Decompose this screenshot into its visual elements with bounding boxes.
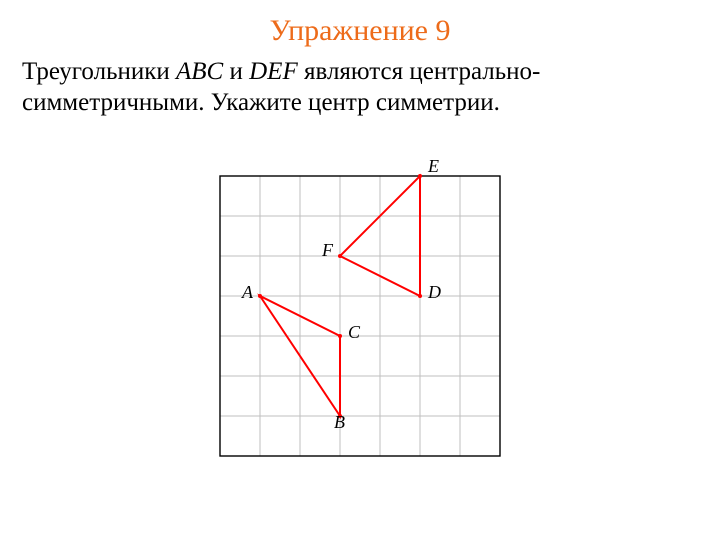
problem-statement: Треугольники ABC и DEF являются централь…	[22, 56, 698, 119]
body-mid: и	[223, 58, 249, 85]
triangle-def: DEF	[249, 58, 298, 85]
vertex-label-E: E	[428, 156, 439, 177]
vertex-label-C: C	[348, 322, 360, 343]
vertex-label-F: F	[322, 240, 333, 261]
page-title: Упражнение 9	[0, 14, 720, 48]
diagram-svg	[214, 170, 506, 462]
vertex-label-A: A	[242, 282, 253, 303]
triangle-abc: ABC	[176, 58, 223, 85]
geometry-diagram: ABCDEF	[214, 170, 506, 462]
vertex-label-B: B	[334, 412, 345, 433]
title-text: Упражнение 9	[270, 14, 451, 47]
vertex-label-D: D	[428, 282, 441, 303]
body-pre: Треугольники	[22, 58, 176, 85]
